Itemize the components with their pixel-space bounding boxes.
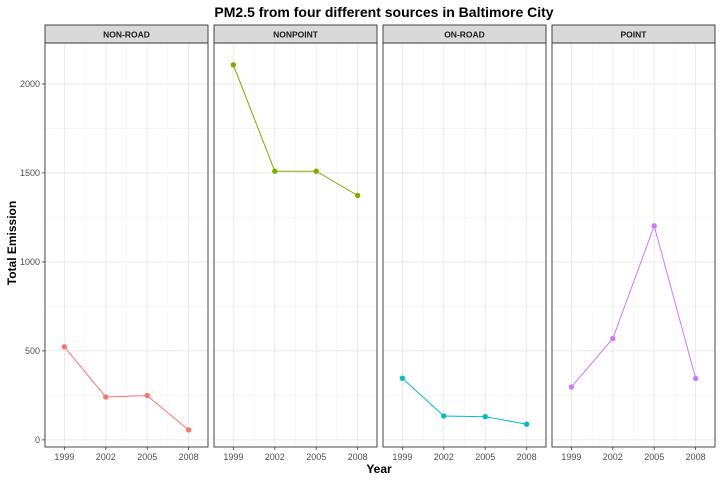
facet-panel-nonpoint: NONPOINT 1999 2002 2005 2008 bbox=[213, 24, 378, 462]
data-point bbox=[568, 384, 575, 390]
x-tick-label: 2005 bbox=[475, 452, 495, 462]
facet-strip-label: NON-ROAD bbox=[103, 30, 150, 40]
y-tick-label: 2000 bbox=[20, 79, 40, 89]
facet-panel-point: POINT 1999 2002 2005 2008 bbox=[551, 24, 716, 462]
panel-border bbox=[44, 42, 209, 448]
data-point bbox=[272, 168, 278, 174]
x-tick-label: 2008 bbox=[686, 452, 706, 462]
data-point bbox=[523, 421, 530, 427]
data-point bbox=[313, 168, 319, 174]
x-tick-label: 1999 bbox=[561, 452, 581, 462]
facet-panel-non-road: NON-ROAD 1999 2002 2005 2008 bbox=[44, 24, 209, 462]
facet-strip-label: POINT bbox=[621, 30, 648, 40]
data-point bbox=[144, 392, 150, 399]
x-tick-label: 2002 bbox=[434, 452, 454, 462]
data-point bbox=[610, 335, 616, 342]
x-tick-label: 2002 bbox=[265, 452, 285, 462]
facet-strip-label: NONPOINT bbox=[273, 30, 319, 40]
x-tick-label: 2005 bbox=[644, 452, 664, 462]
x-tick-label: 2002 bbox=[96, 452, 116, 462]
facet-panel-on-road: ON-ROAD 1999 2002 2005 2008 bbox=[382, 24, 547, 462]
y-tick-label: 1000 bbox=[20, 257, 40, 267]
x-tick-label: 2005 bbox=[306, 452, 326, 462]
data-point bbox=[399, 375, 406, 381]
data-point bbox=[185, 427, 192, 433]
x-tick-label: 2002 bbox=[603, 452, 623, 462]
data-point bbox=[651, 223, 657, 229]
series-line-point bbox=[570, 224, 697, 388]
y-tick-label: 500 bbox=[25, 346, 40, 356]
data-point bbox=[354, 192, 361, 199]
y-axis-title: Total Emission bbox=[5, 201, 19, 285]
x-tick-label: 1999 bbox=[392, 452, 412, 462]
facet-strip-label: ON-ROAD bbox=[444, 30, 485, 40]
y-tick-label: 1500 bbox=[20, 168, 40, 178]
data-point bbox=[103, 394, 109, 400]
x-tick-label: 1999 bbox=[223, 452, 243, 462]
series-line-on-road bbox=[401, 377, 527, 425]
x-axis-title: Year bbox=[366, 462, 392, 476]
x-tick-label: 2005 bbox=[137, 452, 157, 462]
data-point bbox=[230, 62, 237, 68]
x-tick-label: 2008 bbox=[179, 452, 199, 462]
data-point bbox=[441, 413, 447, 419]
panel-border bbox=[213, 42, 378, 448]
data-point bbox=[61, 344, 68, 350]
data-point bbox=[692, 375, 699, 382]
series-line-nonpoint bbox=[232, 64, 358, 196]
panel-border bbox=[551, 42, 716, 448]
panel-border bbox=[382, 42, 547, 448]
x-tick-label: 2008 bbox=[517, 452, 537, 462]
x-tick-label: 1999 bbox=[54, 452, 74, 462]
chart-title: PM2.5 from four different sources in Bal… bbox=[214, 4, 553, 20]
data-point bbox=[482, 413, 488, 420]
y-axis: 0 500 1000 1500 2000 bbox=[20, 79, 45, 445]
x-tick-label: 2008 bbox=[348, 452, 368, 462]
facet-panels: NON-ROAD 1999 2002 2005 2008 NONPOINT 1999 2002… bbox=[44, 24, 716, 462]
y-tick-label: 0 bbox=[35, 435, 40, 445]
series-line-non-road bbox=[63, 346, 190, 431]
